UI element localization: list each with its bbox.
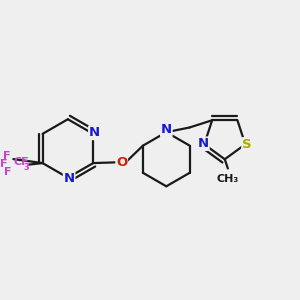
Text: N: N [198,137,209,150]
Text: CH₃: CH₃ [217,174,239,184]
Text: F: F [3,151,11,161]
Text: F: F [0,159,8,169]
Text: N: N [89,126,100,140]
Text: S: S [242,138,252,151]
Text: F: F [4,167,12,177]
Text: 3: 3 [23,163,29,172]
Text: CF: CF [13,157,29,167]
Text: O: O [116,156,127,169]
Text: N: N [161,123,172,136]
Text: N: N [64,172,75,185]
